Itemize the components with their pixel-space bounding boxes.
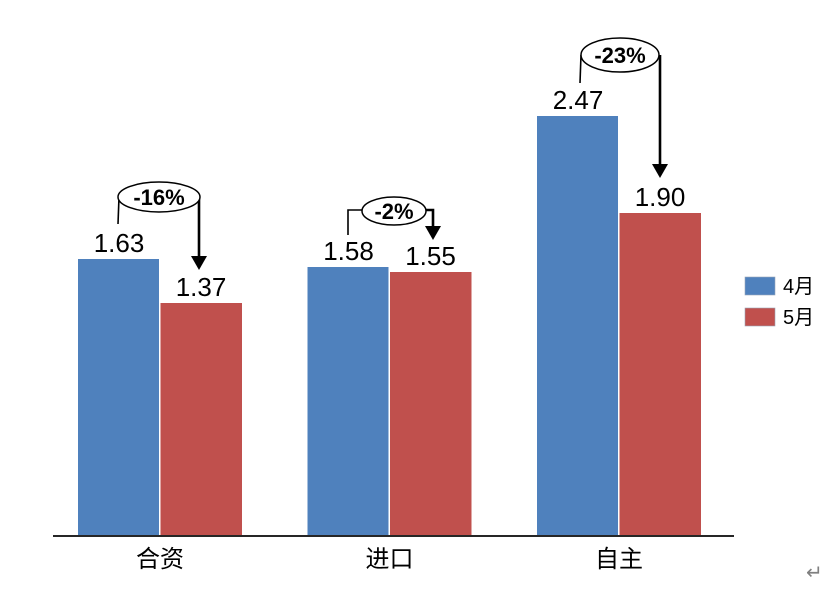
bar-may-1: [390, 272, 472, 535]
annotation-1: -2%: [347, 196, 441, 240]
bar-april-0: [78, 259, 159, 535]
legend-swatch-april: [744, 276, 776, 296]
annotation-arrowhead-0: [191, 256, 207, 270]
bar-april-2: [537, 116, 618, 535]
category-label-1: 进口: [366, 546, 414, 573]
annotation-connector-2: [579, 54, 582, 84]
annotation-label-2: -23%: [594, 43, 645, 68]
annotation-0: -16%: [117, 181, 207, 270]
category-label-2: 自主: [595, 546, 643, 573]
legend-swatch-may: [744, 307, 776, 327]
annotation-arrow-1: [426, 208, 435, 228]
paragraph-return-icon: ↵: [806, 560, 823, 584]
annotation-ellipse-2: [580, 37, 660, 73]
annotation-arrowhead-2: [652, 164, 668, 178]
value-label-may-2: 1.90: [635, 182, 686, 212]
annotation-label-0: -16%: [133, 185, 184, 210]
value-label-april-0: 1.63: [94, 228, 145, 258]
annotation-ellipse-1: [361, 196, 427, 226]
bar-april-1: [307, 267, 389, 535]
value-label-may-1: 1.55: [405, 241, 456, 271]
annotation-arrowhead-1: [425, 226, 441, 240]
annotation-label-1: -2%: [374, 199, 413, 224]
legend-label-may: 5月: [783, 307, 814, 329]
bar-may-0: [160, 303, 242, 535]
annotation-2: -23%: [579, 37, 668, 178]
value-label-april-2: 2.47: [553, 85, 604, 115]
category-label-0: 合资: [136, 546, 184, 573]
value-label-may-0: 1.37: [176, 272, 227, 302]
value-label-april-1: 1.58: [323, 236, 374, 266]
bar-may-2: [619, 213, 701, 535]
legend-label-april: 4月: [783, 276, 814, 298]
annotation-connector-1: [347, 209, 362, 235]
annotation-ellipse-0: [117, 181, 201, 213]
